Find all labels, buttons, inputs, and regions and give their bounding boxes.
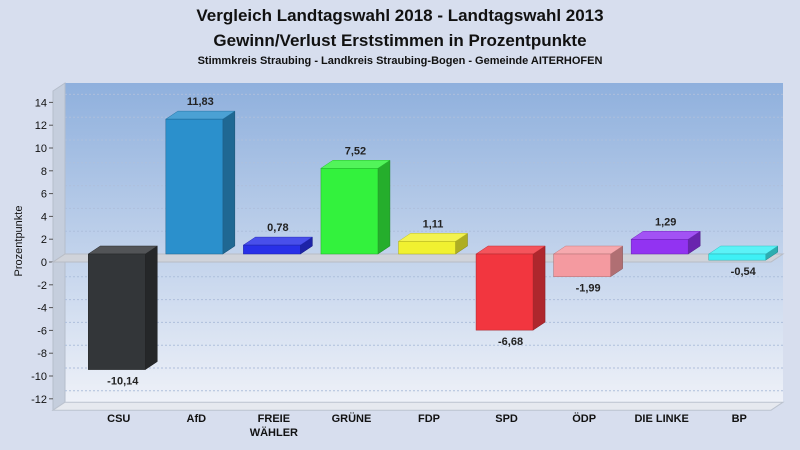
- x-tick-label: BP: [732, 413, 747, 425]
- data-label: -10,14: [107, 376, 139, 388]
- x-tick-label: WÄHLER: [250, 426, 298, 439]
- bar-side: [377, 159, 391, 255]
- y-tick-label: -6: [37, 325, 47, 337]
- x-tick-label: ÖDP: [572, 412, 596, 425]
- x-tick-label: DIE LINKE: [634, 413, 688, 425]
- data-label: -1,99: [576, 283, 601, 295]
- y-tick-label: -8: [37, 348, 47, 360]
- bar: [243, 244, 301, 255]
- x-tick-label: GRÜNE: [332, 412, 372, 425]
- bar-top: [552, 245, 624, 255]
- x-tick-label: AfD: [187, 413, 207, 425]
- x-tick-label: CSU: [107, 413, 130, 425]
- bar-top: [320, 160, 391, 169]
- chart-title: Vergleich Landtagswahl 2018 - Landtagswa…: [196, 6, 603, 25]
- bar-side: [222, 110, 236, 255]
- x-tick-label: FDP: [418, 413, 440, 425]
- bar-top: [475, 245, 546, 255]
- y-tick-label: 4: [41, 211, 47, 223]
- bar-top: [165, 110, 236, 120]
- data-label: 1,29: [655, 216, 676, 228]
- y-tick-label: -10: [31, 371, 47, 383]
- data-label: 0,78: [267, 222, 288, 234]
- x-tick-label: SPD: [495, 413, 518, 425]
- y-tick-label: 12: [35, 120, 47, 132]
- y-tick-label: -2: [37, 280, 47, 292]
- y-axis-label: Prozentpunkte: [13, 206, 25, 277]
- plot-side-wall: [52, 82, 66, 412]
- y-tick-label: 10: [35, 143, 47, 155]
- data-label: -6,68: [498, 336, 523, 348]
- bar-top: [87, 245, 159, 255]
- bar: [475, 253, 534, 331]
- bar: [630, 239, 689, 255]
- bar: [553, 253, 611, 277]
- y-tick-label: 14: [35, 97, 47, 109]
- chart-subtitle: Gewinn/Verlust Erststimmen in Prozentpun…: [213, 31, 586, 50]
- bar-side: [145, 245, 158, 371]
- chart-caption: Stimmkreis Straubing - Landkreis Straubi…: [198, 55, 603, 67]
- bar: [165, 118, 224, 255]
- data-label: 11,83: [187, 96, 214, 108]
- y-tick-label: 2: [41, 234, 47, 246]
- y-tick-label: -4: [37, 303, 47, 315]
- y-tick-label: 0: [41, 257, 47, 269]
- bar-side: [532, 245, 546, 331]
- data-label: 7,52: [345, 145, 366, 157]
- x-tick-label: FREIE: [258, 413, 290, 425]
- bar-top: [707, 245, 779, 255]
- bar: [708, 253, 766, 261]
- y-tick-label: 6: [41, 189, 47, 201]
- data-label: 1,11: [423, 218, 444, 230]
- data-label: -0,54: [731, 266, 757, 278]
- bar-top: [630, 231, 701, 240]
- bar: [320, 168, 379, 255]
- y-tick-label: 8: [41, 166, 47, 178]
- zero-baseline: [51, 253, 785, 263]
- y-tick-label: -12: [31, 394, 47, 406]
- bar-top: [397, 233, 469, 242]
- plot-floor: [51, 401, 785, 411]
- bar: [88, 253, 146, 370]
- bar: [398, 241, 456, 255]
- bar-top: [242, 236, 314, 246]
- plot-area: 14 12 10 8 6 4 2 0 -2 -4 -6 -8 -10 -12 -10,14 CSU 11,83 A…: [31, 82, 785, 439]
